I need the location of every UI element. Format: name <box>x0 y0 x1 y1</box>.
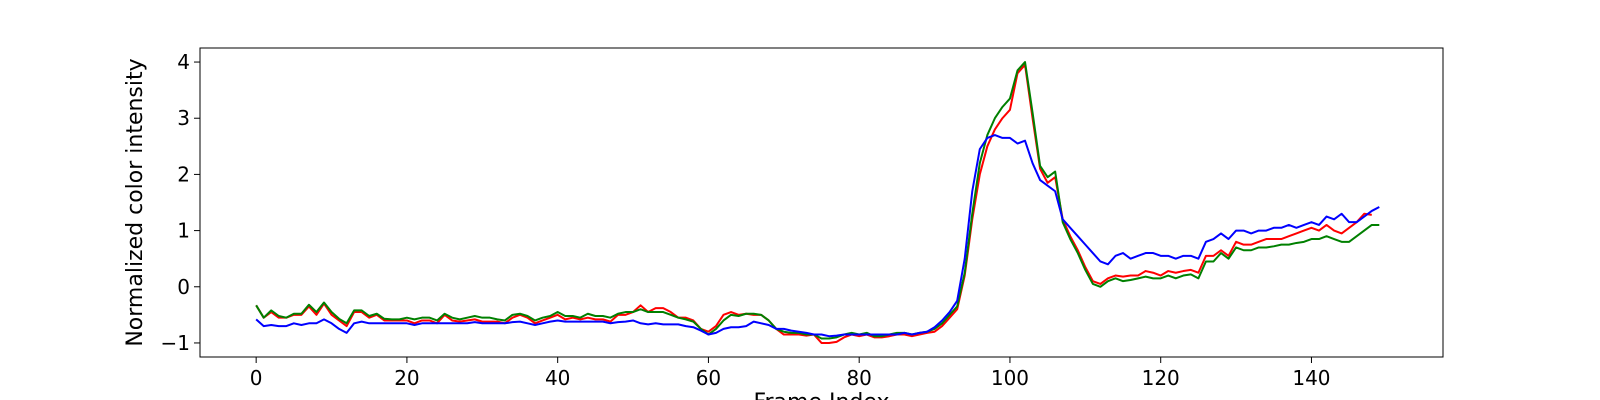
x-tick-label: 120 <box>1142 366 1180 390</box>
x-tick-label: 20 <box>394 366 419 390</box>
x-axis-label: Frame Index <box>753 390 889 400</box>
x-tick-label: 100 <box>991 366 1029 390</box>
x-axis: 0 20 40 60 80 100 120 140 <box>250 357 1331 390</box>
y-tick-label: 0 <box>177 275 190 299</box>
series-line-3 <box>255 134 1380 338</box>
y-tick-label: 2 <box>177 162 190 186</box>
series-line-2 <box>255 61 1380 340</box>
plot-frame <box>199 47 1444 358</box>
x-tick-label: 80 <box>846 366 871 390</box>
y-tick-label: 4 <box>177 50 190 74</box>
y-axis-label: Normalized color intensity <box>123 58 148 346</box>
series-line-1 <box>255 63 1372 344</box>
y-axis: −1 0 1 2 3 4 <box>161 50 200 355</box>
x-tick-label: 140 <box>1292 366 1330 390</box>
x-tick-label: 40 <box>545 366 570 390</box>
series-layer <box>255 61 1380 344</box>
y-tick-label: 1 <box>177 219 190 243</box>
x-tick-label: 0 <box>250 366 263 390</box>
x-tick-label: 60 <box>696 366 721 390</box>
y-tick-label: 3 <box>177 106 190 130</box>
y-tick-label: −1 <box>161 331 190 355</box>
